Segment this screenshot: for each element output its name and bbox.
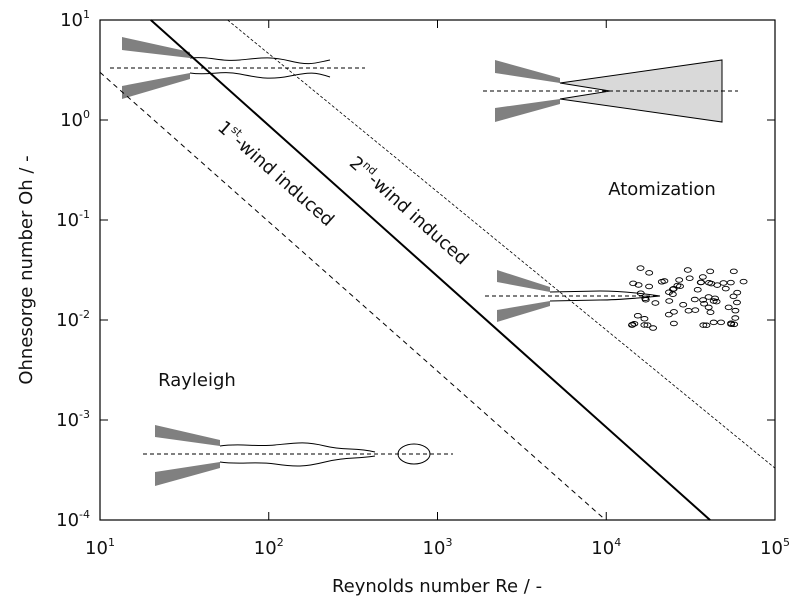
x-tick-label: 102 xyxy=(254,536,284,559)
droplet xyxy=(643,322,652,328)
droplet xyxy=(645,270,654,276)
jet xyxy=(549,290,661,297)
x-tick-label: 103 xyxy=(423,536,453,559)
jet-illustrations xyxy=(110,37,748,486)
droplet xyxy=(721,285,730,292)
droplet xyxy=(636,290,645,296)
droplet xyxy=(651,300,660,306)
regime-line xyxy=(227,19,776,469)
annotation-part: Atomization xyxy=(608,179,716,200)
x-tick-label: 104 xyxy=(591,536,621,559)
droplet xyxy=(729,268,738,275)
regime-line xyxy=(150,19,711,521)
annotation-part: -wind induced xyxy=(364,169,472,269)
droplet xyxy=(739,278,748,285)
droplet xyxy=(733,289,742,296)
annotation-part: Rayleigh xyxy=(158,370,236,391)
droplet xyxy=(729,293,738,300)
nozzle xyxy=(495,60,560,83)
droplet xyxy=(673,282,682,289)
nozzle xyxy=(122,37,190,58)
droplet xyxy=(699,322,708,328)
droplet xyxy=(709,319,718,326)
droplet xyxy=(697,279,706,286)
annotation: Atomization xyxy=(608,179,716,200)
nozzle xyxy=(155,462,220,486)
jet xyxy=(219,442,376,453)
droplet xyxy=(690,296,699,303)
y-axis-label: Ohnesorge number Oh / - xyxy=(16,155,37,384)
droplet xyxy=(693,286,702,293)
droplet xyxy=(698,274,707,280)
jet xyxy=(189,57,331,65)
droplet xyxy=(640,322,649,328)
droplet xyxy=(633,312,642,319)
droplet xyxy=(724,304,733,311)
jet xyxy=(189,72,331,79)
droplet xyxy=(628,321,637,328)
x-tick-label: 101 xyxy=(85,536,115,559)
nozzle xyxy=(155,425,220,446)
droplet xyxy=(657,279,666,285)
nozzle xyxy=(497,301,550,322)
droplet xyxy=(649,325,658,331)
droplet xyxy=(731,315,740,321)
droplet xyxy=(683,267,692,273)
y-tick-label: 10-4 xyxy=(56,508,90,531)
jet xyxy=(219,455,376,467)
droplet xyxy=(711,295,719,302)
y-tick-label: 10-2 xyxy=(56,308,90,331)
annotation-part: -wind induced xyxy=(229,131,337,231)
droplet xyxy=(706,309,715,316)
droplet xyxy=(684,307,693,314)
plot-marks xyxy=(99,19,776,521)
droplet xyxy=(712,298,721,305)
droplet xyxy=(629,280,638,287)
droplet xyxy=(733,299,741,306)
y-tick-label: 101 xyxy=(60,8,90,31)
y-tick-label: 10-3 xyxy=(56,408,90,431)
droplet xyxy=(636,265,645,271)
droplet xyxy=(700,301,709,307)
droplet xyxy=(634,282,643,288)
droplet xyxy=(665,298,674,304)
droplet xyxy=(699,297,707,303)
droplet xyxy=(702,322,711,329)
droplet xyxy=(675,277,684,283)
x-tick-label: 105 xyxy=(760,536,790,559)
droplet xyxy=(679,302,688,308)
droplet xyxy=(713,282,722,288)
droplet xyxy=(691,307,700,313)
nozzle xyxy=(122,73,190,99)
droplet xyxy=(665,289,673,296)
droplet xyxy=(641,295,650,302)
droplet xyxy=(706,268,715,275)
droplet xyxy=(645,283,654,290)
droplet xyxy=(727,321,736,328)
droplets xyxy=(628,265,748,331)
droplet xyxy=(669,320,678,327)
droplet xyxy=(717,319,725,326)
droplet xyxy=(726,279,735,286)
regime-line xyxy=(99,71,606,521)
droplet xyxy=(685,275,694,282)
droplet xyxy=(630,321,639,327)
droplet xyxy=(705,280,713,286)
y-tick-label: 10-1 xyxy=(56,208,90,231)
y-tick-label: 100 xyxy=(60,108,90,131)
nozzle xyxy=(495,99,560,122)
droplet xyxy=(664,311,673,318)
droplet xyxy=(731,307,740,314)
x-axis-label: Reynolds number Re / - xyxy=(332,576,542,597)
nozzle xyxy=(497,270,550,292)
jet xyxy=(549,295,661,302)
droplet xyxy=(669,309,678,315)
droplet xyxy=(640,316,649,322)
annotation: Rayleigh xyxy=(158,370,236,391)
